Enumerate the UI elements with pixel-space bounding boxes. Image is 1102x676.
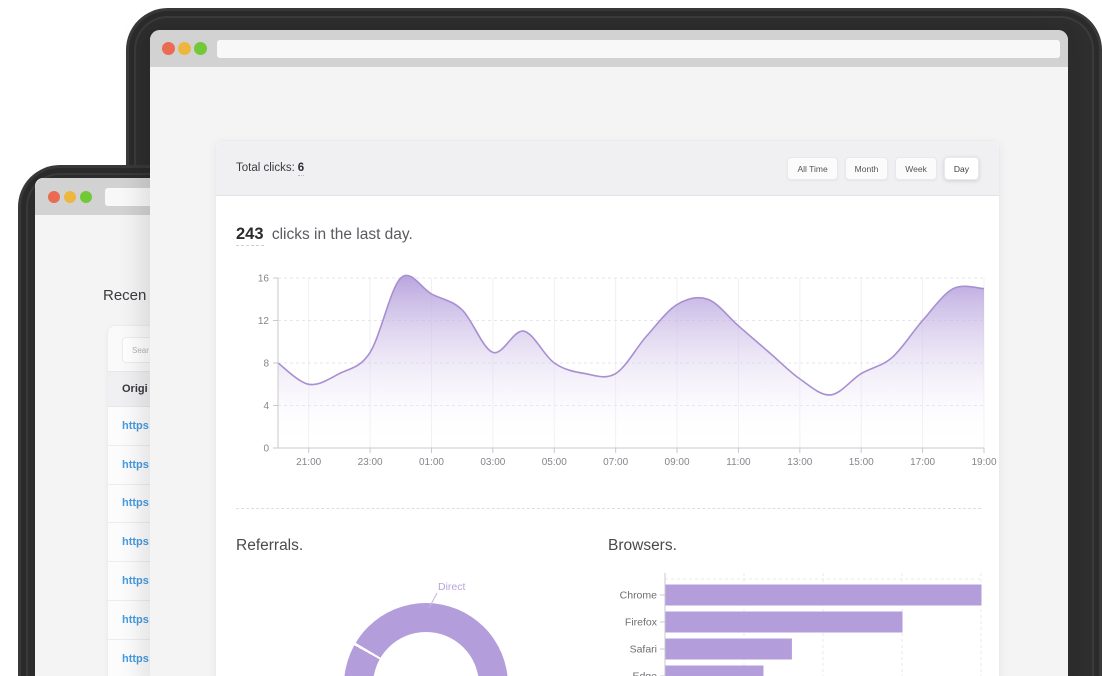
maximize-button[interactable]	[194, 42, 207, 55]
origin-link[interactable]: https:	[122, 419, 153, 432]
clicks-count: 243	[236, 225, 264, 246]
svg-text:09:00: 09:00	[665, 457, 690, 468]
range-button-week[interactable]: Week	[895, 157, 937, 180]
clicks-headline-text: clicks in the last day.	[267, 226, 413, 243]
range-button-all-time[interactable]: All Time	[787, 157, 838, 180]
svg-text:01:00: 01:00	[419, 457, 444, 468]
dashboard-content: Total clicks: 6 All Time Month Week Day 243 …	[150, 67, 1068, 676]
origin-link[interactable]: https:	[122, 536, 153, 549]
time-range-group: All Time Month Week Day	[787, 157, 979, 180]
svg-text:Safari: Safari	[630, 644, 657, 656]
referrals-donut-chart	[344, 603, 508, 676]
svg-text:03:00: 03:00	[480, 457, 505, 468]
origin-column-header: Origi	[122, 383, 148, 395]
svg-text:13:00: 13:00	[787, 457, 812, 468]
close-button[interactable]	[162, 42, 175, 55]
svg-text:12: 12	[258, 316, 270, 327]
svg-text:21:00: 21:00	[296, 457, 321, 468]
svg-text:Chrome: Chrome	[620, 590, 658, 602]
svg-text:11:00: 11:00	[726, 457, 751, 468]
donut-label-text: Direct	[438, 581, 466, 593]
total-clicks-label: Total clicks:	[236, 162, 295, 174]
svg-text:Firefox: Firefox	[625, 617, 658, 629]
address-bar[interactable]	[217, 40, 1060, 58]
origin-link[interactable]: https:	[122, 613, 153, 626]
origin-link[interactable]: https:	[122, 652, 153, 665]
referrals-heading: Referrals.	[236, 537, 304, 554]
svg-text:4: 4	[263, 401, 269, 412]
clicks-area-chart: 0 4 8 12 16 21:00 23:00 01:00 03:00 05:00 07:00 09:…	[258, 274, 997, 469]
minimize-button[interactable]	[178, 42, 191, 55]
analytics-card: Total clicks: 6 All Time Month Week Day 243 …	[215, 140, 1000, 676]
origin-link[interactable]: https:	[122, 497, 153, 510]
browsers-bar-chart: ChromeFirefoxSafariEdgeOther	[620, 573, 982, 676]
svg-text:0: 0	[263, 444, 269, 455]
range-button-day[interactable]: Day	[943, 157, 979, 180]
svg-text:23:00: 23:00	[358, 457, 383, 468]
origin-link[interactable]: https:	[122, 575, 153, 588]
svg-text:8: 8	[263, 359, 269, 370]
svg-text:Edge: Edge	[632, 671, 657, 676]
origin-link[interactable]: https:	[122, 458, 153, 471]
svg-text:19:00: 19:00	[971, 457, 996, 468]
range-button-month[interactable]: Month	[844, 157, 889, 180]
svg-text:17:00: 17:00	[910, 457, 935, 468]
card-header: Total clicks: 6 All Time Month Week Day	[216, 141, 999, 196]
total-clicks-value: 6	[297, 162, 305, 176]
maximize-button[interactable]	[80, 191, 92, 203]
section-divider	[236, 508, 981, 509]
main-window-titlebar[interactable]	[150, 30, 1068, 67]
recent-links-heading: Recen	[103, 287, 147, 304]
close-button[interactable]	[48, 191, 60, 203]
donut-label: Direct	[428, 581, 466, 609]
total-clicks: Total clicks: 6	[236, 141, 305, 196]
browsers-heading: Browsers.	[608, 537, 677, 554]
svg-text:16: 16	[258, 274, 270, 285]
svg-text:15:00: 15:00	[849, 457, 874, 468]
clicks-headline: 243 clicks in the last day.	[236, 225, 413, 246]
svg-text:07:00: 07:00	[603, 457, 628, 468]
main-browser-window: Total clicks: 6 All Time Month Week Day 243 …	[150, 30, 1068, 676]
minimize-button[interactable]	[64, 191, 76, 203]
donut-label-line	[428, 592, 438, 609]
svg-text:05:00: 05:00	[542, 457, 567, 468]
